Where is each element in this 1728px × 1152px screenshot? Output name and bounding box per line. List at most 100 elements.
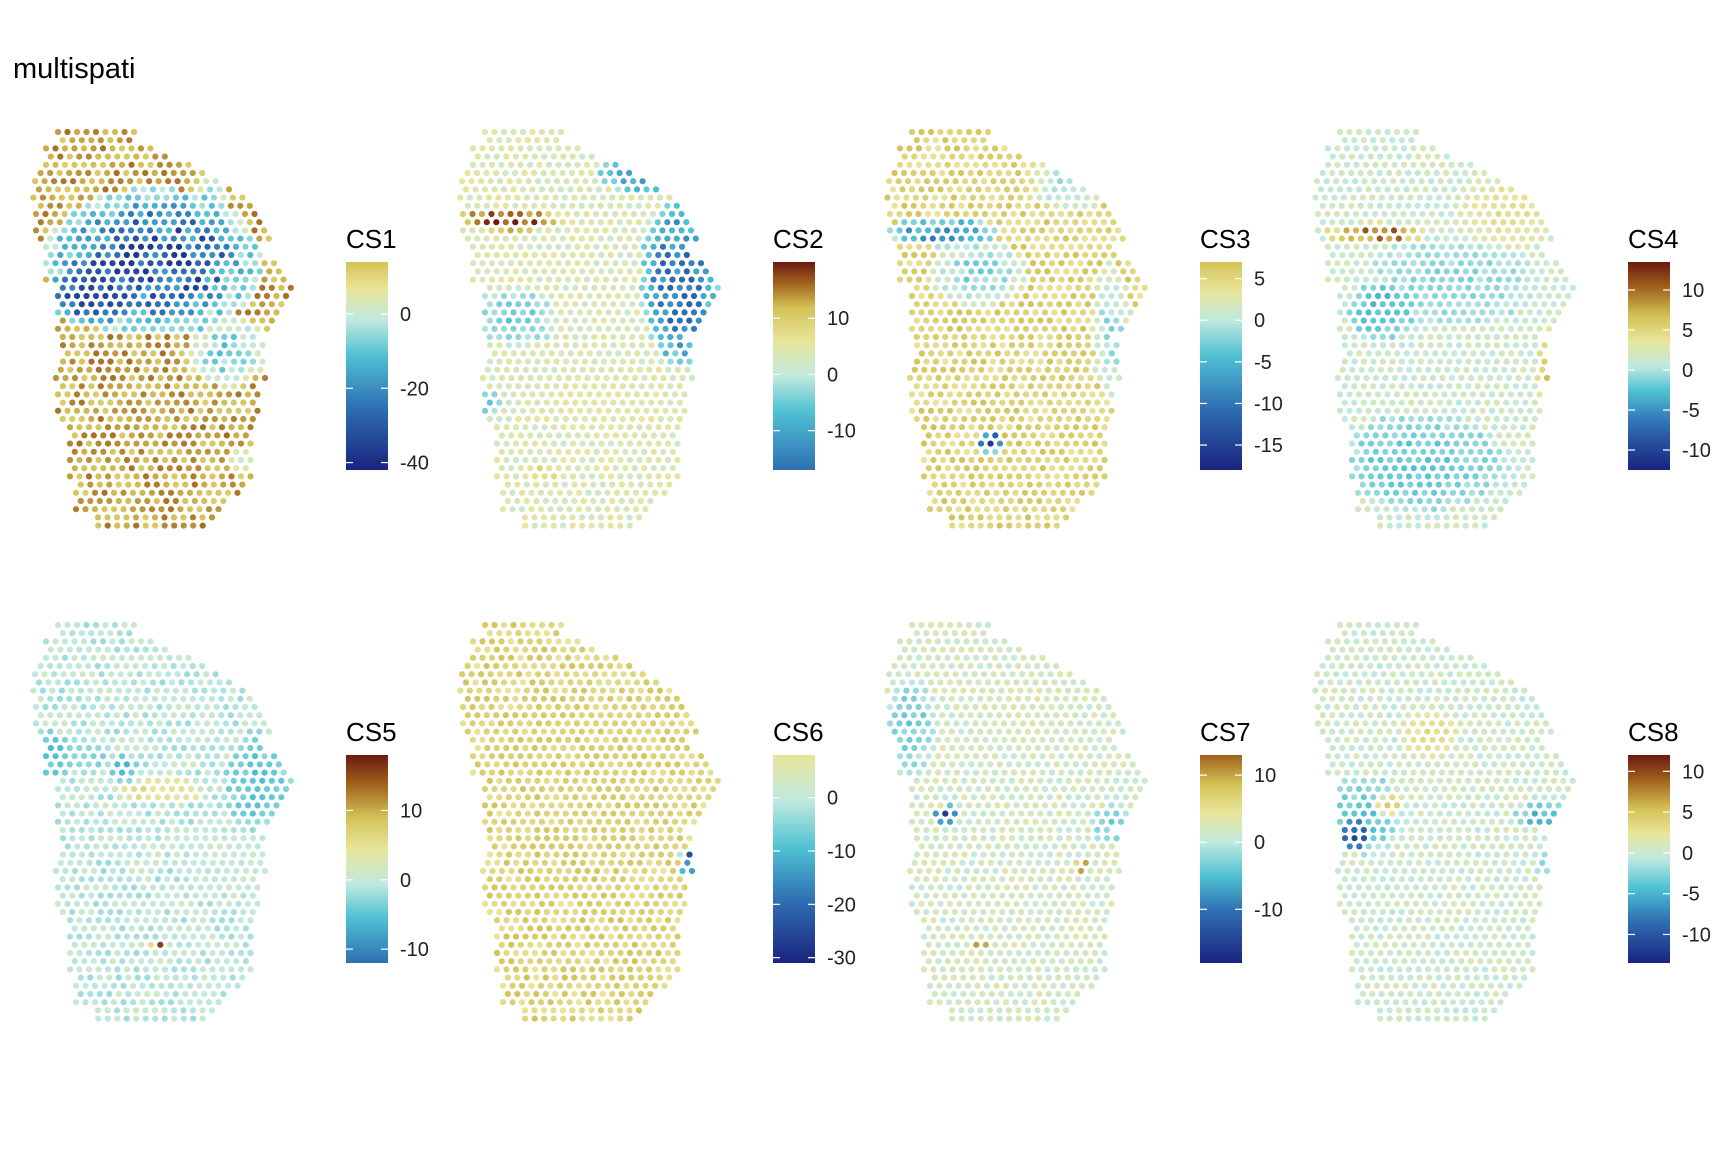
spot bbox=[1351, 415, 1358, 423]
spot bbox=[66, 153, 73, 160]
spot bbox=[657, 301, 664, 308]
spot bbox=[1046, 415, 1053, 423]
spot bbox=[1447, 178, 1454, 185]
spot bbox=[921, 366, 928, 373]
spot bbox=[1453, 268, 1460, 275]
spot bbox=[1467, 448, 1474, 455]
spot bbox=[1312, 194, 1319, 201]
spot bbox=[1025, 366, 1032, 373]
spot bbox=[125, 990, 132, 998]
spot bbox=[967, 169, 974, 177]
spot bbox=[648, 383, 655, 390]
spot bbox=[94, 514, 102, 521]
spot bbox=[605, 407, 612, 414]
spot bbox=[515, 284, 522, 291]
spot bbox=[1476, 276, 1484, 283]
spot bbox=[121, 325, 128, 332]
spot bbox=[1474, 333, 1481, 341]
spot bbox=[273, 785, 280, 793]
spot bbox=[147, 243, 154, 250]
spot bbox=[543, 301, 550, 308]
spot bbox=[645, 235, 652, 242]
spot bbox=[1329, 202, 1336, 209]
spot bbox=[646, 366, 653, 373]
spot bbox=[987, 268, 994, 275]
spot bbox=[667, 399, 674, 406]
spot bbox=[116, 851, 124, 858]
spot bbox=[1013, 350, 1020, 357]
spot bbox=[1405, 235, 1412, 242]
spot bbox=[695, 284, 702, 291]
spot bbox=[133, 456, 140, 464]
spot bbox=[1348, 202, 1355, 209]
spot bbox=[130, 407, 138, 414]
spot bbox=[113, 169, 120, 177]
spot bbox=[235, 884, 242, 891]
spot bbox=[958, 440, 966, 447]
spot bbox=[1520, 366, 1527, 373]
spot bbox=[459, 210, 467, 218]
spot bbox=[958, 202, 965, 209]
spot bbox=[78, 777, 85, 784]
spot bbox=[1396, 522, 1403, 529]
spot bbox=[1426, 481, 1433, 488]
spot bbox=[1048, 210, 1055, 218]
spot bbox=[1382, 374, 1389, 382]
spot bbox=[1386, 268, 1393, 275]
spot bbox=[123, 219, 130, 226]
spot bbox=[619, 333, 626, 341]
spot bbox=[1020, 432, 1027, 439]
spot bbox=[508, 374, 515, 382]
spot bbox=[504, 481, 511, 488]
spot bbox=[1457, 276, 1465, 283]
spot bbox=[534, 333, 541, 341]
spot bbox=[538, 309, 546, 316]
spot bbox=[924, 178, 931, 185]
spot bbox=[133, 251, 140, 259]
spot bbox=[906, 243, 913, 250]
spot bbox=[1084, 399, 1091, 406]
spot bbox=[183, 777, 190, 784]
spot bbox=[178, 802, 185, 809]
spot bbox=[474, 219, 481, 226]
spot bbox=[1013, 325, 1020, 332]
spot bbox=[1491, 424, 1498, 431]
spot bbox=[121, 391, 128, 398]
spot bbox=[950, 497, 957, 505]
spot bbox=[1124, 276, 1132, 283]
spot bbox=[702, 268, 709, 275]
spot bbox=[1500, 235, 1507, 242]
spot bbox=[152, 268, 159, 275]
spot bbox=[588, 440, 596, 447]
spot bbox=[218, 966, 226, 973]
spot bbox=[459, 178, 466, 185]
spot bbox=[572, 383, 579, 390]
spot bbox=[1498, 325, 1505, 332]
spot bbox=[1416, 481, 1423, 488]
spot bbox=[1428, 227, 1436, 234]
spot bbox=[1094, 284, 1101, 291]
spot bbox=[123, 456, 131, 464]
spot bbox=[109, 753, 116, 760]
spot bbox=[574, 374, 582, 382]
spot bbox=[1008, 383, 1015, 390]
spot bbox=[984, 391, 992, 398]
spot bbox=[37, 169, 44, 177]
spot bbox=[128, 276, 135, 283]
spot bbox=[240, 876, 247, 883]
spot bbox=[172, 974, 179, 981]
spot bbox=[91, 489, 99, 496]
spot bbox=[76, 859, 83, 866]
spot bbox=[621, 243, 629, 250]
spot bbox=[1505, 260, 1512, 267]
spot bbox=[95, 473, 102, 480]
spot bbox=[988, 194, 996, 201]
spot bbox=[159, 325, 166, 332]
spot bbox=[118, 243, 126, 250]
spot bbox=[1503, 415, 1510, 423]
spot bbox=[616, 169, 623, 177]
spot bbox=[602, 276, 610, 283]
spot bbox=[1547, 235, 1554, 242]
spot bbox=[1545, 292, 1553, 300]
spot bbox=[1467, 260, 1474, 267]
